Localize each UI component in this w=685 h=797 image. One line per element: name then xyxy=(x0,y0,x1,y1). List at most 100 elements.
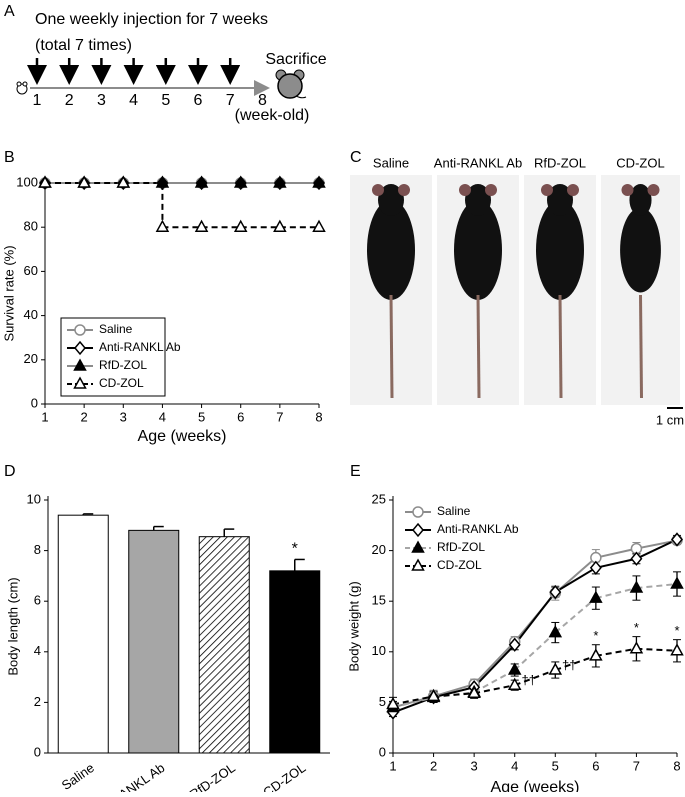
mouse-ear xyxy=(372,184,384,196)
x-tick-label: 4 xyxy=(511,758,518,773)
y-tick-label: 20 xyxy=(372,542,386,557)
line-segment xyxy=(636,538,678,560)
panel-letter: D xyxy=(4,463,16,480)
mouse-head xyxy=(378,184,404,216)
x-tick-label: 1 xyxy=(389,758,396,773)
line-segment xyxy=(595,557,637,569)
marker xyxy=(670,576,684,589)
mouse-ear xyxy=(398,184,410,196)
photo-label: RfD-ZOL xyxy=(534,155,586,170)
chart-panel: B Survival rate (%) 0 20 40 60 80 100 1 2 3 4 5 6 7 8 Ag… xyxy=(1,149,326,445)
mouse-tail xyxy=(389,294,394,399)
y-tick-label: 60 xyxy=(24,263,38,278)
mouse-tail xyxy=(639,294,643,399)
mouse-head xyxy=(629,184,652,216)
marker xyxy=(155,175,170,188)
x-tick-label: 8 xyxy=(673,758,680,773)
y-tick-label: 0 xyxy=(379,744,386,759)
photo-label: CD-ZOL xyxy=(616,155,664,170)
line-segment xyxy=(514,669,556,687)
week-label: 1 xyxy=(33,92,42,109)
x-tick-label: Anti-RANKL Ab xyxy=(86,760,167,792)
legend-marker xyxy=(73,358,87,371)
marker xyxy=(629,580,644,593)
mouse-tail xyxy=(476,294,481,399)
legend-marker xyxy=(411,558,425,571)
week-label: 6 xyxy=(194,92,203,109)
x-tick-label: Saline xyxy=(59,760,97,792)
y-tick-label: 80 xyxy=(24,219,38,234)
x-axis-label: Age (weeks) xyxy=(138,428,227,445)
y-tick-label: 8 xyxy=(34,542,41,557)
annotation: * xyxy=(674,623,679,638)
legend-marker xyxy=(74,324,86,336)
line-segment xyxy=(554,597,597,634)
bar xyxy=(198,536,250,754)
line-segment xyxy=(595,547,637,559)
legend-label: RfD-ZOL xyxy=(99,358,147,372)
mouse-ear xyxy=(541,184,553,196)
x-tick-label: 3 xyxy=(120,409,127,424)
y-axis-label: Body length (cm) xyxy=(5,577,20,675)
x-tick-label: 8 xyxy=(315,409,322,424)
y-tick-label: 10 xyxy=(372,643,386,658)
mouse-head xyxy=(547,184,573,216)
legend-marker xyxy=(74,340,86,356)
mouse-tail xyxy=(558,294,563,399)
y-tick-label: 20 xyxy=(24,351,38,366)
large-mouse-icon xyxy=(275,69,307,99)
y-tick-label: 40 xyxy=(24,307,38,322)
marker xyxy=(548,625,563,638)
y-axis-label: Body weight (g) xyxy=(346,581,361,671)
y-tick-label: 0 xyxy=(31,395,38,410)
y-axis-label: Survival rate (%) xyxy=(1,245,16,341)
x-tick-label: 6 xyxy=(592,758,599,773)
x-tick-label: 4 xyxy=(159,409,166,424)
x-tick-label: RfD-ZOL xyxy=(187,760,238,792)
x-tick-label: 6 xyxy=(237,409,244,424)
bar xyxy=(269,570,321,754)
marker xyxy=(629,641,644,654)
legend-marker xyxy=(73,376,87,389)
line-segment xyxy=(392,696,434,709)
marker xyxy=(670,643,684,656)
line-segment xyxy=(433,683,475,698)
bar xyxy=(128,529,180,754)
sacrifice-label: Sacrifice xyxy=(265,51,326,68)
line-segment xyxy=(554,566,597,593)
marker xyxy=(589,648,603,661)
line-segment xyxy=(473,640,516,685)
legend-label: Anti-RANKL Ab xyxy=(437,522,519,536)
annotation: * xyxy=(593,628,598,643)
panel-letter: E xyxy=(350,463,361,480)
legend-label: Anti-RANKL Ab xyxy=(99,340,181,354)
y-tick-label: 5 xyxy=(379,694,386,709)
x-tick-label: 7 xyxy=(276,409,283,424)
y-tick-label: 4 xyxy=(34,643,41,658)
marker xyxy=(426,688,441,702)
week-label: 4 xyxy=(129,92,138,109)
legend-label: RfD-ZOL xyxy=(437,540,485,554)
x-tick-label: 3 xyxy=(471,758,478,773)
photo-label: Saline xyxy=(373,155,409,170)
week-label: 3 xyxy=(97,92,106,109)
y-tick-label: 6 xyxy=(34,593,41,608)
week-label: 8 xyxy=(258,92,267,109)
legend-marker xyxy=(411,540,425,553)
marker xyxy=(38,175,52,188)
mouse-body xyxy=(620,207,661,293)
mouse-ear xyxy=(567,184,579,196)
chart-panel: E Body weight (g) 0 5 10 15 20 25 1 2 3 4 5 6 7 8 Age (w… xyxy=(346,463,684,796)
marker xyxy=(312,175,326,188)
annotation: * xyxy=(634,620,639,635)
marker xyxy=(508,637,521,652)
marker xyxy=(589,560,602,575)
legend-marker xyxy=(412,522,424,538)
marker xyxy=(630,551,643,566)
legend-label: Saline xyxy=(437,504,471,518)
line-segment xyxy=(595,647,637,657)
x-tick-label: 7 xyxy=(633,758,640,773)
marker xyxy=(507,662,522,675)
x-tick-label: 5 xyxy=(552,758,559,773)
marker xyxy=(194,219,209,232)
